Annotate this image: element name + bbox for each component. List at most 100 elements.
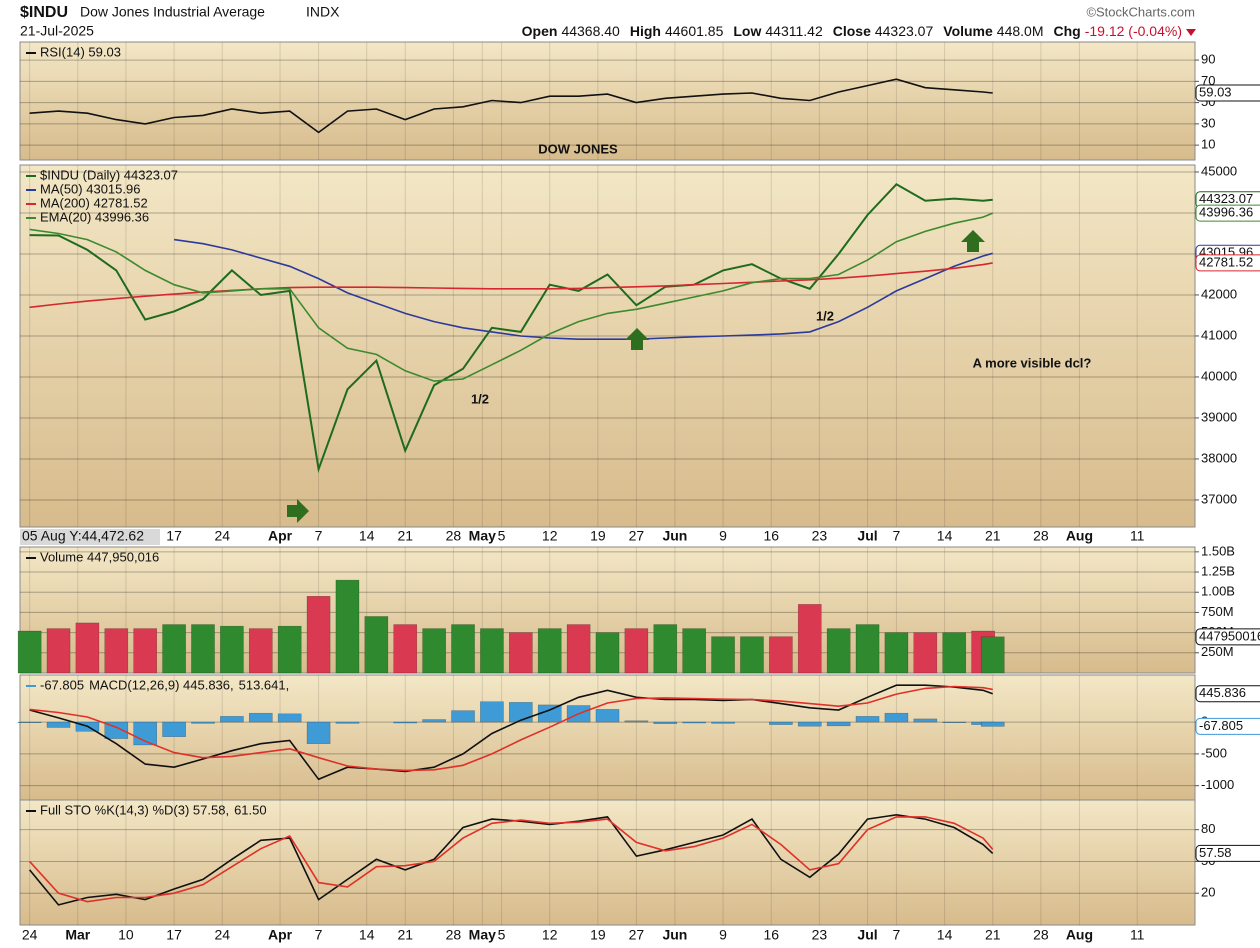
legend-entry: EMA(20) 43996.36 [40, 209, 149, 224]
legend-entry: RSI(14) 59.03 [40, 44, 121, 59]
bar [306, 596, 331, 674]
series-line [29, 816, 994, 903]
value-tag-label: 445.836 [1199, 685, 1246, 700]
bar [595, 709, 620, 723]
symbol: $INDU [20, 4, 68, 21]
y-tick-label: 20 [1201, 885, 1215, 900]
x-tick-label: 19 [590, 927, 606, 943]
x-tick-label: 9 [719, 528, 727, 544]
annotation: 1/2 [816, 308, 834, 323]
bar [653, 721, 678, 724]
quote-label: Close [833, 23, 871, 39]
x-tick-label: 11 [1130, 528, 1145, 544]
quote-line: Open 44368.40 High 44601.85 Low 44311.42 Close… [522, 23, 1182, 39]
bar [855, 624, 880, 674]
quote-value: -19.12 (-0.04%) [1085, 23, 1182, 39]
annotation: DOW JONES [538, 141, 618, 156]
bar [248, 712, 273, 723]
cursor-readout: 05 Aug Y:44,472.62 [22, 528, 144, 544]
x-tick-label: 16 [763, 927, 779, 943]
x-tick-label: Aug [1066, 528, 1093, 544]
x-tick-label: 7 [893, 927, 901, 943]
legend-entry: MA(200) 42781.52 [40, 195, 148, 210]
x-tick-label: 28 [1033, 927, 1049, 943]
bar [797, 604, 822, 674]
x-tick-label: May [469, 528, 496, 544]
bar [624, 628, 649, 674]
y-tick-label: 39000 [1201, 409, 1237, 424]
x-tick-label: Apr [268, 528, 293, 544]
bar [711, 721, 735, 724]
y-tick-label: 45000 [1201, 163, 1237, 178]
bar [653, 624, 678, 674]
value-tag [1195, 717, 1260, 735]
series-line [28, 813, 994, 906]
bar [277, 713, 302, 723]
legend-entry: MACD(12,26,9) 445.836, [89, 677, 234, 692]
bar [797, 721, 822, 727]
x-tick-label: 27 [629, 528, 645, 544]
value-tag [1195, 254, 1260, 272]
x-tick-label: 17 [166, 528, 182, 544]
bar [220, 625, 244, 674]
x-tick-label: 27 [629, 927, 645, 943]
value-tag [1195, 844, 1260, 862]
x-tick-label: 5 [498, 528, 506, 544]
quote-label: Chg [1054, 23, 1081, 39]
bar [335, 579, 360, 674]
y-tick-label: 1.25B [1201, 563, 1235, 578]
bar [682, 628, 706, 674]
bar [162, 721, 186, 737]
panel-background [19, 164, 1196, 528]
bar [855, 716, 880, 723]
bar [913, 718, 938, 723]
y-tick-label: -1000 [1201, 777, 1234, 792]
y-tick-label: 38000 [1201, 450, 1237, 465]
bar [942, 721, 967, 723]
series-line [29, 262, 993, 309]
x-tick-label: 14 [937, 927, 953, 943]
value-tag-label: -67.805 [1199, 718, 1243, 733]
series-line [29, 78, 993, 134]
x-tick-label: 21 [985, 528, 1001, 544]
bar [335, 721, 360, 724]
bar [104, 721, 129, 739]
y-tick-label: 750M [1201, 604, 1234, 619]
bar [75, 622, 100, 674]
x-tick-label: 16 [763, 528, 779, 544]
bar [17, 630, 42, 674]
x-tick-label: Jul [857, 927, 877, 943]
bar [624, 720, 649, 723]
bar [537, 628, 562, 674]
bar [769, 636, 793, 674]
legend-entry: $INDU (Daily) 44323.07 [40, 167, 178, 182]
quote-value: 44601.85 [665, 23, 724, 39]
bar [451, 710, 475, 723]
x-tick-label: Apr [268, 927, 293, 943]
annotation: 1/2 [471, 391, 489, 406]
legend-entry: Full STO %K(14,3) %D(3) 57.58, [40, 802, 229, 817]
quote-label: Volume [943, 23, 993, 39]
bar [884, 632, 909, 674]
bar [220, 716, 244, 723]
bar [393, 721, 418, 724]
x-tick-label: 14 [937, 528, 953, 544]
y-tick-label: 1.50B [1201, 543, 1235, 558]
y-tick-label: 1.00B [1201, 584, 1235, 599]
bar [913, 632, 938, 674]
bar [422, 628, 446, 674]
x-tick-label: 28 [446, 528, 462, 544]
value-tag-label: 447950016 [1199, 628, 1260, 643]
x-tick-label: 21 [397, 927, 413, 943]
bar [480, 701, 504, 723]
bar [191, 624, 215, 674]
x-tick-label: 9 [719, 927, 727, 943]
panel-background [19, 674, 1196, 801]
value-tag-label: 57.58 [1199, 845, 1232, 860]
x-tick-label: 10 [118, 927, 134, 943]
quote-label: High [630, 23, 661, 39]
x-tick-label: 19 [590, 528, 606, 544]
x-tick-label: 24 [22, 927, 38, 943]
x-tick-label: 28 [1033, 528, 1049, 544]
